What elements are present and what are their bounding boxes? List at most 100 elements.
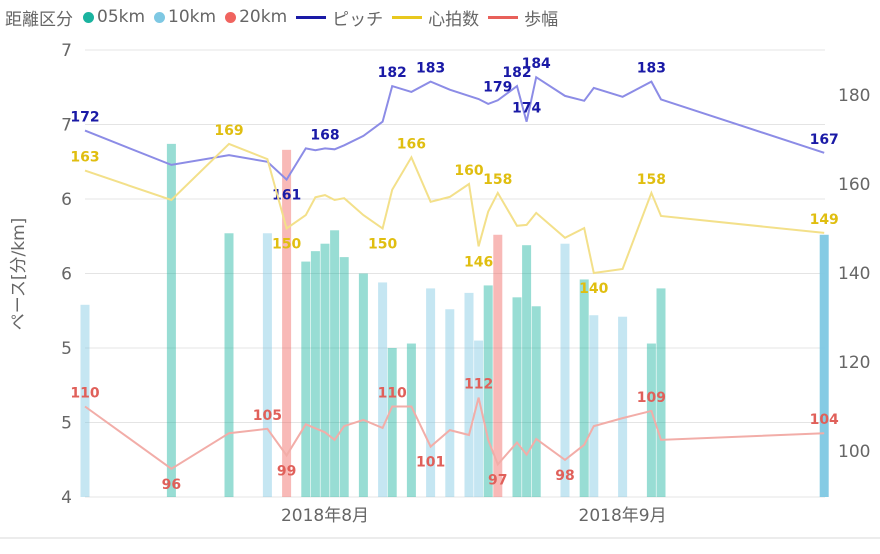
legend-label: 05km: [97, 7, 146, 27]
data-label: 140: [579, 281, 608, 297]
pace-bar-10km: [618, 316, 628, 497]
pace-bar-10km: [819, 234, 829, 497]
data-label: 149: [810, 212, 839, 228]
pace-bar-05km: [358, 273, 368, 497]
pace-bar-05km: [531, 306, 541, 497]
left-axis-tick-label: 5: [61, 414, 72, 434]
pace-bar-10km: [80, 304, 90, 497]
pace-bar-05km: [512, 297, 522, 497]
legend-item[interactable]: 05km: [83, 7, 145, 27]
legend-label: 10km: [168, 7, 217, 27]
y-axis-title: ペース[分/km]: [9, 218, 29, 331]
data-label: 150: [368, 237, 397, 253]
legend-item[interactable]: 10km: [154, 7, 216, 27]
series-line-1: [84, 142, 825, 275]
legend: 距離区分 05km 10km 20km ピッチ 心拍数 歩幅: [5, 4, 567, 30]
pace-bar-05km: [406, 343, 416, 497]
data-label: 101: [416, 455, 445, 471]
left-axis-tick-label: 7: [61, 41, 72, 61]
legend-item[interactable]: 歩幅: [488, 5, 558, 30]
right-axis-tick-label: 140: [838, 264, 870, 284]
data-label: 183: [637, 61, 666, 77]
pace-bar-10km: [262, 233, 272, 497]
right-axis-tick-label: 120: [838, 353, 870, 373]
data-label: 110: [70, 386, 99, 402]
data-label: 167: [810, 132, 839, 148]
left-axis-tick-label: 4: [61, 488, 72, 508]
pace-bar-10km: [378, 282, 388, 497]
data-label: 99: [277, 463, 296, 479]
data-label: 112: [464, 377, 493, 393]
pace-bar-05km: [330, 230, 340, 498]
pace-bar-20km: [282, 149, 292, 497]
data-label: 97: [488, 472, 507, 488]
legend-label: 心拍数: [428, 9, 480, 30]
pace-bar-05km: [301, 261, 311, 497]
data-label: 182: [502, 65, 531, 81]
data-label: 158: [637, 172, 666, 188]
data-label: 168: [310, 127, 339, 143]
data-label: 182: [378, 65, 407, 81]
legend-label: ピッチ: [332, 9, 384, 30]
legend-item[interactable]: ピッチ: [296, 5, 383, 30]
pace-bar-05km: [579, 279, 589, 497]
data-label: 146: [464, 254, 493, 270]
x-axis-tick-label: 2018年9月: [579, 506, 667, 526]
legend-label: 歩幅: [524, 9, 559, 30]
pace-bar-05km: [310, 251, 320, 497]
pace-bar-05km: [224, 233, 234, 497]
pace-bar-10km: [426, 288, 436, 497]
legend-dot-icon: [83, 11, 94, 23]
left-axis-tick-label: 7: [61, 116, 72, 136]
data-label: 160: [454, 163, 483, 179]
legend-item[interactable]: 20km: [225, 7, 287, 27]
data-label: 184: [522, 56, 551, 72]
data-label: 109: [637, 390, 666, 406]
left-axis-tick-label: 5: [61, 339, 72, 359]
pace-bar-05km: [646, 343, 656, 497]
right-axis-tick-label: 180: [838, 86, 870, 106]
pace-bar-10km: [589, 315, 599, 497]
data-label: 98: [555, 468, 574, 484]
pace-bar-05km: [522, 245, 532, 497]
data-label: 104: [810, 412, 839, 428]
legend-title: 距離区分: [5, 9, 73, 30]
data-label: 158: [483, 172, 512, 188]
legend-label: 20km: [239, 7, 288, 27]
legend-dot-icon: [225, 11, 237, 23]
pace-bar-05km: [339, 257, 349, 497]
x-axis-tick-label: 2018年8月: [281, 506, 369, 526]
left-axis-tick-label: 6: [61, 190, 72, 210]
legend-line-icon: [392, 15, 423, 19]
pace-bar-10km: [560, 243, 570, 497]
series-line-2: [84, 397, 825, 471]
pace-bar-05km: [166, 143, 176, 497]
pace-bar-10km: [474, 340, 484, 497]
pace-bar-10km: [445, 309, 455, 497]
data-label: 179: [483, 79, 512, 95]
data-label: 105: [253, 408, 282, 424]
pace-bar-05km: [320, 243, 330, 497]
data-label: 150: [272, 237, 301, 253]
right-axis-tick-label: 160: [838, 175, 870, 195]
data-label: 174: [512, 101, 541, 117]
data-label: 169: [214, 123, 243, 139]
left-axis-tick-label: 6: [61, 265, 72, 285]
legend-item[interactable]: 心拍数: [392, 5, 479, 30]
pace-bar-20km: [493, 234, 503, 497]
pace-bar-05km: [656, 288, 666, 497]
legend-dot-icon: [154, 11, 166, 23]
series-line-0: [84, 75, 825, 182]
right-axis-tick-label: 100: [838, 442, 870, 462]
data-label: 163: [70, 150, 99, 166]
pace-bar-05km: [483, 285, 493, 497]
data-label: 96: [162, 477, 181, 493]
data-label: 166: [397, 136, 426, 152]
data-label: 183: [416, 61, 445, 77]
data-label: 110: [378, 386, 407, 402]
legend-line-icon: [488, 15, 519, 19]
data-label: 172: [70, 110, 99, 126]
legend-line-icon: [296, 15, 327, 19]
pace-bar-05km: [387, 348, 397, 497]
